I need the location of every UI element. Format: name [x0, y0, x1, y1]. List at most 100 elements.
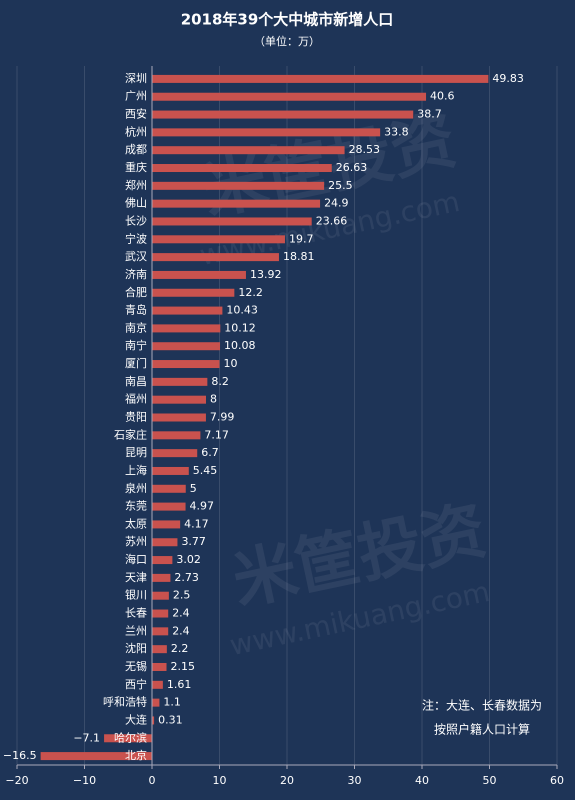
bar	[152, 662, 167, 671]
x-tick-label: 20	[280, 774, 294, 787]
value-label: 3.02	[176, 553, 201, 566]
bar	[152, 716, 155, 725]
category-label: 福州	[125, 392, 147, 406]
value-label: 1.1	[163, 696, 181, 709]
bar	[152, 360, 220, 369]
category-label: 海口	[125, 552, 147, 566]
x-tick-label: 40	[415, 774, 429, 787]
bar	[152, 431, 201, 440]
value-label: 19.7	[289, 232, 314, 245]
bar	[152, 217, 312, 226]
category-label: 西安	[125, 107, 147, 121]
value-label: 1.61	[167, 678, 192, 691]
bar	[152, 591, 169, 600]
value-label: 38.7	[417, 108, 442, 121]
value-label: 12.2	[238, 286, 263, 299]
category-label: 北京	[125, 748, 147, 762]
category-label: 佛山	[125, 197, 147, 210]
x-tick-label: 60	[550, 774, 564, 787]
bar	[152, 288, 235, 297]
value-label: 10.43	[226, 304, 258, 317]
category-label: 重庆	[125, 160, 147, 174]
category-label: 合肥	[125, 285, 147, 299]
bar	[152, 306, 223, 315]
value-label: 8.2	[211, 375, 229, 388]
x-tick-label: 0	[149, 774, 156, 787]
value-label: 40.6	[430, 90, 455, 103]
category-label: 苏州	[125, 535, 147, 548]
bar	[152, 74, 489, 83]
bar	[152, 698, 160, 707]
bar	[152, 377, 208, 386]
category-label: 大连	[125, 712, 147, 726]
bar	[152, 164, 332, 173]
category-label: 太原	[125, 517, 147, 530]
bar	[152, 235, 285, 244]
value-label: 3.77	[181, 535, 206, 548]
chart-title: 2018年39个大中城市新增人口	[181, 11, 394, 29]
value-label: 7.99	[210, 411, 235, 424]
value-label: 10.12	[224, 321, 256, 334]
value-label: 33.8	[384, 125, 409, 138]
bar	[104, 734, 152, 743]
category-label: 厦门	[125, 356, 147, 370]
bar	[40, 752, 152, 761]
value-label: 25.5	[328, 179, 353, 192]
value-label: −7.1	[73, 731, 100, 744]
value-label: 2.4	[172, 607, 190, 620]
value-label: 4.97	[190, 500, 215, 513]
category-label: 宁波	[125, 231, 147, 245]
category-label: 石家庄	[114, 427, 147, 441]
value-label: 7.17	[204, 428, 229, 441]
category-label: 泉州	[125, 481, 147, 495]
bar	[152, 181, 325, 190]
category-label: 广州	[125, 90, 147, 103]
x-tick-label: −10	[73, 774, 96, 787]
bar	[152, 92, 427, 101]
bar	[152, 573, 171, 582]
category-label: 呼和浩特	[103, 695, 147, 709]
bar	[152, 342, 221, 351]
x-tick-label: 10	[213, 774, 227, 787]
category-label: 银川	[125, 588, 147, 602]
value-label: 28.53	[349, 143, 381, 156]
category-label: 兰州	[125, 624, 147, 637]
value-label: 2.15	[171, 660, 196, 673]
value-label: 8	[210, 393, 217, 406]
note: 注：大连、长春数据为	[422, 698, 542, 713]
bar	[152, 324, 221, 333]
category-label: 昆明	[125, 446, 147, 459]
category-label: 东莞	[125, 500, 147, 513]
x-tick-label: 50	[483, 774, 497, 787]
value-label: 23.66	[316, 214, 348, 227]
value-label: 2.5	[173, 589, 191, 602]
category-label: 青岛	[125, 303, 147, 317]
x-tick-label: −20	[5, 774, 28, 787]
category-label: 长沙	[125, 214, 147, 227]
bar	[152, 645, 167, 654]
bar	[152, 484, 186, 493]
bar	[152, 270, 246, 279]
category-label: 上海	[125, 463, 147, 477]
bar	[152, 199, 321, 208]
bar	[152, 146, 345, 155]
value-label: 0.31	[158, 713, 183, 726]
bar	[152, 128, 381, 137]
category-label: 武汉	[125, 250, 147, 263]
bar	[152, 466, 189, 475]
bar	[152, 502, 186, 511]
category-label: 成都	[125, 143, 147, 156]
bar	[152, 413, 206, 422]
value-label: 18.81	[283, 250, 315, 263]
value-label: 2.4	[172, 624, 190, 637]
category-label: 哈尔滨	[114, 730, 147, 744]
bar	[152, 395, 206, 404]
bar	[152, 253, 279, 262]
bar	[152, 538, 178, 547]
category-label: 深圳	[125, 72, 147, 85]
category-label: 杭州	[125, 124, 147, 138]
value-label: 6.7	[201, 446, 219, 459]
bar	[152, 680, 163, 689]
value-label: 5	[190, 482, 197, 495]
category-label: 南京	[125, 320, 147, 334]
